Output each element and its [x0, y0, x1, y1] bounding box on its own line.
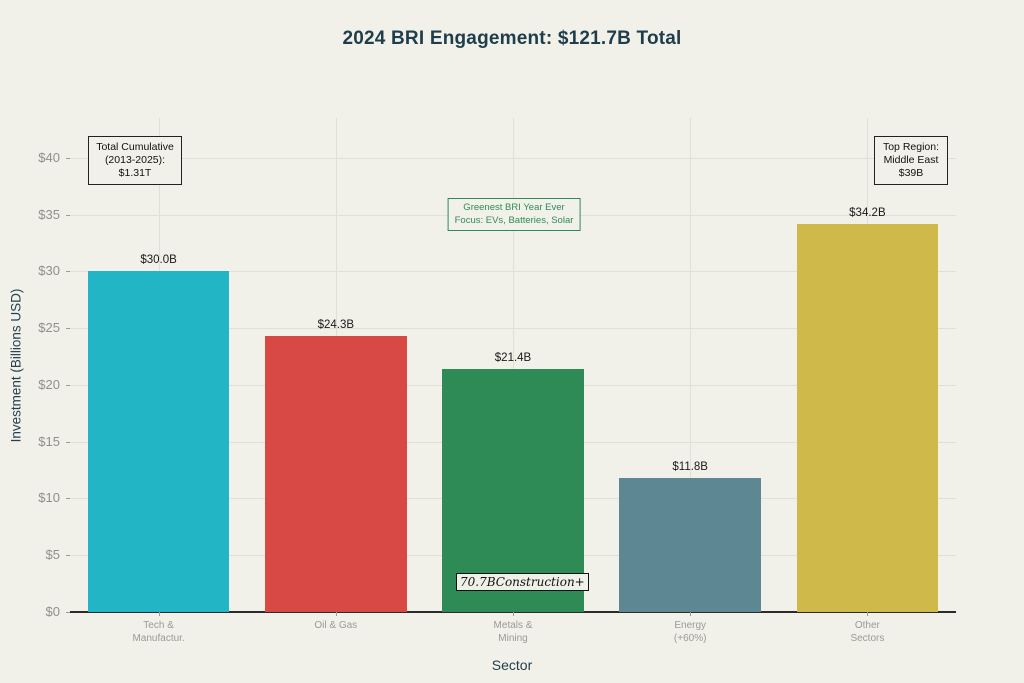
- bar-value-label: $34.2B: [849, 206, 886, 219]
- y-tick-mark: [66, 555, 70, 557]
- y-tick-label: $10: [38, 490, 60, 506]
- bar: [442, 368, 584, 612]
- y-tick-label: $35: [38, 206, 60, 222]
- y-tick-mark: [66, 328, 70, 330]
- x-tick-mark: [513, 612, 514, 616]
- annotation-line: Greenest BRI Year Ever: [463, 202, 565, 213]
- chart-title: 2024 BRI Engagement: $121.7B Total: [342, 28, 682, 49]
- x-tick-mark: [158, 612, 160, 616]
- bar-value-label: $21.4B: [494, 351, 532, 364]
- y-axis-label: Investment (Billions USD): [8, 288, 24, 443]
- x-tick-label: Oil & Gas: [314, 620, 358, 631]
- annotation-total-cumulative: Total Cumulative (2013-2025): $1.31T: [88, 136, 182, 185]
- y-tick-label: $20: [38, 376, 60, 392]
- x-tick-label: Other Sectors: [850, 620, 885, 644]
- y-tick-mark: [66, 157, 70, 159]
- gridline-v: [513, 118, 514, 612]
- x-tick-label: Metals & Mining: [493, 620, 533, 644]
- gridline-h: [70, 328, 956, 330]
- y-tick-label: $30: [38, 263, 60, 279]
- gridline-h: [70, 157, 956, 159]
- y-tick-mark: [66, 384, 70, 386]
- y-tick-label: $0: [45, 604, 60, 619]
- y-tick-mark: [66, 612, 70, 613]
- annotation-line: Top Region:: [882, 141, 940, 153]
- y-tick-label: $25: [38, 320, 60, 336]
- annotation-greenest-year: Greenest BRI Year Ever Focus: EVs, Batte…: [447, 198, 581, 231]
- y-tick-mark: [66, 271, 70, 273]
- annotation-line: (2013-2025):: [104, 154, 166, 166]
- x-axis-title: Sector: [491, 657, 533, 673]
- gridline-v: [690, 118, 692, 612]
- bar: [619, 478, 762, 612]
- bar: [87, 271, 230, 612]
- y-tick-label: $5: [45, 547, 60, 563]
- annotation-line: Total Cumulative: [96, 141, 174, 153]
- y-tick-mark: [66, 441, 70, 443]
- bar: [264, 336, 407, 612]
- y-tick-label: $15: [38, 433, 60, 449]
- x-tick-label: Tech & Manufactur.: [132, 620, 185, 644]
- bar: [796, 223, 939, 612]
- bar-value-label: $24.3B: [317, 319, 355, 332]
- y-tick-mark: [66, 498, 70, 500]
- annotation-line: Middle East: [883, 154, 939, 166]
- y-tick-label: $40: [38, 149, 60, 165]
- gridline-h: [70, 271, 956, 273]
- annotation-top-region: Top Region: Middle East $39B: [874, 136, 948, 185]
- x-tick-mark: [335, 612, 337, 616]
- annotation-line: Focus: EVs, Batteries, Solar: [454, 214, 574, 226]
- x-tick-mark: [867, 612, 869, 616]
- annotation-construction: 70.7BConstruction+: [456, 573, 589, 591]
- plot-area: $30.0B $24.3B $21.4B $11.8B $34.2B: [70, 118, 956, 613]
- annotation-line: $39B: [898, 167, 924, 179]
- x-tick-mark: [690, 612, 692, 616]
- annotation-line: $1.31T: [118, 167, 152, 179]
- y-tick-mark: [66, 214, 70, 216]
- bar-value-label: $30.0B: [140, 254, 177, 267]
- x-tick-label: Energy (+60%): [673, 620, 707, 644]
- bar-value-label: $11.8B: [672, 460, 708, 473]
